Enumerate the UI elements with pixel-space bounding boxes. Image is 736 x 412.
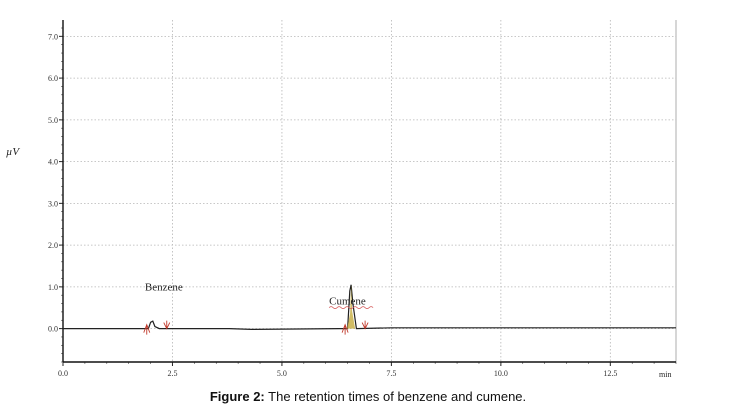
axes [59,20,677,366]
x-tick-label: 0.0 [58,369,68,378]
integration-end-marker [163,320,171,330]
integration-start-marker [341,323,349,335]
x-tick-label: 5.0 [277,369,287,378]
x-axis-label: min [659,370,671,379]
figure-caption: Figure 2: The retention times of benzene… [0,389,736,404]
y-axis-label: µV [6,146,20,158]
y-tick-label: 4.0 [48,158,58,167]
integration-markers [143,284,369,335]
peak-labels: Benzene Cumene [145,282,374,309]
peak-label-benzene: Benzene [145,282,183,294]
x-tick-label: 10.0 [494,369,508,378]
x-tick-label: 12.5 [603,369,617,378]
grid-lines [62,20,676,362]
integration-start-marker [143,323,151,335]
y-tick-label: 6.0 [48,74,58,83]
peak-area [347,284,356,329]
y-tick-label: 1.0 [48,283,58,292]
y-tick-label: 0.0 [48,325,58,334]
chromatogram-line [63,284,676,331]
tick-labels: 0.0 1.0 2.0 3.0 4.0 5.0 6.0 7.0 0.0 2.5 5.0 7.5 10.0… [48,32,617,378]
integration-end-marker [361,320,369,330]
y-tick-label: 2.0 [48,241,58,250]
caption-label: Figure 2: [209,389,265,404]
y-tick-label: 3.0 [48,199,58,208]
y-tick-label: 5.0 [48,116,58,125]
x-tick-label: 2.5 [167,369,177,378]
caption-text: The retention times of benzene and cumen… [264,389,527,404]
spellcheck-underline [328,306,374,309]
y-tick-label: 7.0 [48,32,58,41]
chromatogram-trace [63,284,676,331]
x-tick-label: 7.5 [386,369,396,378]
peak-label-cumene: Cumene [329,296,366,308]
